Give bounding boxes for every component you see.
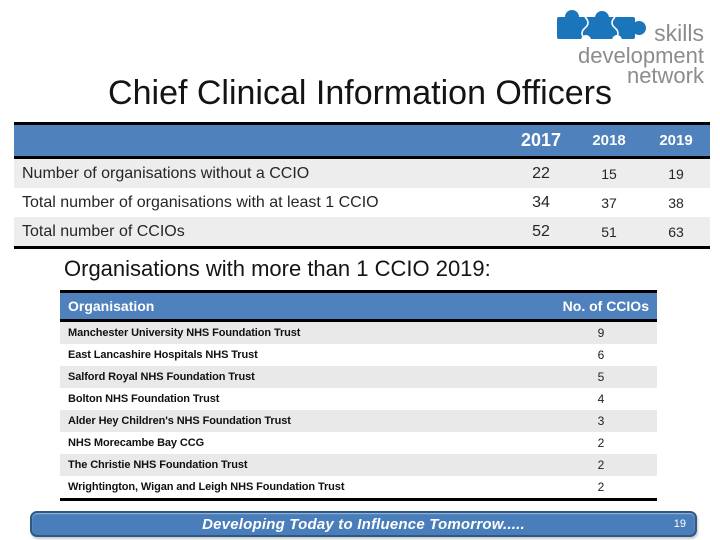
ccio-count: 2	[597, 480, 605, 494]
table-row: Bolton NHS Foundation Trust 4	[60, 388, 657, 410]
ccio-count: 2	[597, 436, 605, 450]
ccio-count: 6	[597, 348, 605, 362]
table-row: The Christie NHS Foundation Trust 2	[60, 454, 657, 476]
table-row: Salford Royal NHS Foundation Trust 5	[60, 366, 657, 388]
ccio-count-column-header: No. of CCIOs	[562, 298, 649, 314]
ccio-count: 5	[597, 370, 605, 384]
organisation-column-header: Organisation	[68, 298, 155, 314]
value-2018: 51	[601, 223, 617, 240]
ccio-count: 2	[597, 458, 605, 472]
ccio-table: Organisation No. of CCIOs Manchester Uni…	[60, 290, 657, 501]
table-row: Total number of organisations with at le…	[14, 188, 710, 217]
column-header-2017: 2017	[520, 130, 562, 150]
value-2017: 22	[532, 164, 550, 182]
logo-text-skills: skills	[654, 20, 704, 46]
logo-text-development: development	[578, 43, 704, 68]
organisation-name: Alder Hey Children's NHS Foundation Trus…	[68, 415, 291, 427]
row-label: Total number of CCIOs	[22, 222, 185, 240]
column-header-2018: 2018	[592, 132, 626, 149]
logo-text-network: network	[626, 63, 704, 88]
table-row: Total number of CCIOs 52 51 63	[14, 217, 710, 246]
value-2019: 19	[668, 165, 684, 182]
column-header-2019: 2019	[659, 132, 693, 149]
value-2017: 52	[532, 222, 550, 240]
footer-banner: Developing Today to Influence Tomorrow..…	[30, 511, 697, 537]
value-2018: 15	[601, 165, 617, 182]
table-row: East Lancashire Hospitals NHS Trust 6	[60, 344, 657, 366]
value-2017: 34	[532, 193, 550, 211]
value-2018: 37	[601, 194, 617, 211]
organisation-name: The Christie NHS Foundation Trust	[68, 459, 248, 471]
row-label: Number of organisations without a CCIO	[22, 164, 310, 182]
summary-table: 2017 2018 2019 Number of organisations w…	[14, 122, 710, 249]
organisation-name: Salford Royal NHS Foundation Trust	[68, 371, 255, 383]
section-subtitle: Organisations with more than 1 CCIO 2019…	[64, 256, 491, 281]
ccio-count: 4	[597, 392, 605, 406]
table-row: Alder Hey Children's NHS Foundation Trus…	[60, 410, 657, 432]
puzzle-pieces-icon	[555, 4, 647, 46]
organisation-name: NHS Morecambe Bay CCG	[68, 437, 205, 449]
table-row: Number of organisations without a CCIO 2…	[14, 159, 710, 188]
value-2019: 63	[668, 223, 684, 240]
ccio-count: 3	[597, 414, 605, 428]
table-row: Manchester University NHS Foundation Tru…	[60, 322, 657, 344]
sdn-logo: skills development network	[555, 4, 704, 88]
table-row: NHS Morecambe Bay CCG 2	[60, 432, 657, 454]
summary-table-header: 2017 2018 2019	[14, 125, 710, 159]
ccio-table-header: Organisation No. of CCIOs	[60, 293, 657, 322]
value-2019: 38	[668, 194, 684, 211]
footer-tagline: Developing Today to Influence Tomorrow..…	[202, 515, 525, 533]
organisation-name: Manchester University NHS Foundation Tru…	[68, 327, 301, 339]
page-title: Chief Clinical Information Officers	[108, 74, 612, 112]
organisation-name: Bolton NHS Foundation Trust	[68, 393, 220, 405]
table-row: Wrightington, Wigan and Leigh NHS Founda…	[60, 476, 657, 498]
page-number: 19	[673, 518, 686, 530]
row-label: Total number of organisations with at le…	[22, 193, 379, 211]
organisation-name: East Lancashire Hospitals NHS Trust	[68, 349, 258, 361]
organisation-name: Wrightington, Wigan and Leigh NHS Founda…	[68, 481, 345, 493]
ccio-count: 9	[597, 326, 605, 340]
